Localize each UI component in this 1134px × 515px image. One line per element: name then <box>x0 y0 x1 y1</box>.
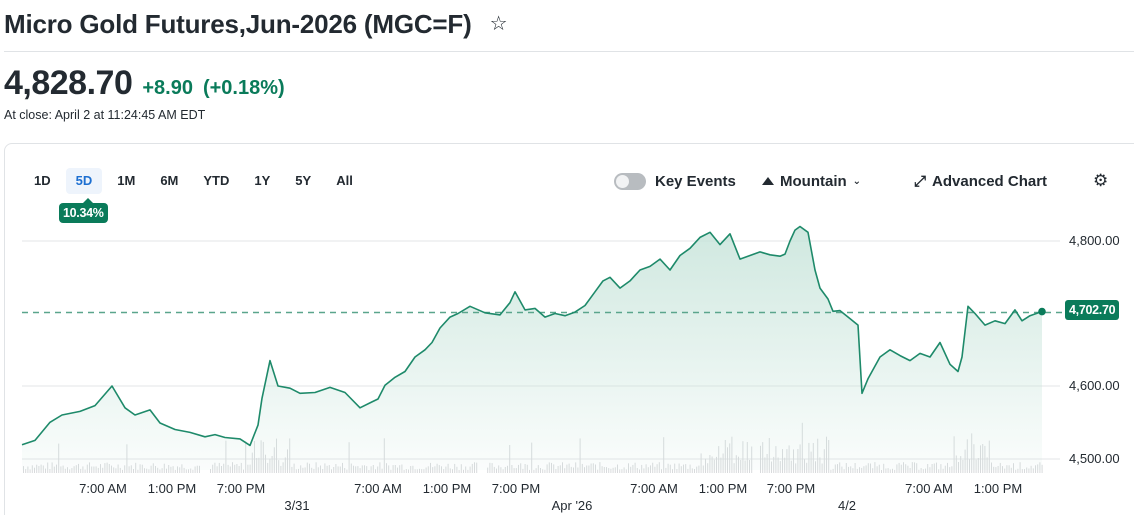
key-events-toggle[interactable]: Key Events <box>614 170 736 192</box>
price-change: +8.90 <box>142 77 193 99</box>
chevron-down-icon: ⌄ <box>852 175 862 187</box>
market-close-timestamp: At close: April 2 at 11:24:45 AM EDT <box>4 108 206 122</box>
price-line <box>21 225 1043 447</box>
x-axis-time-label: 1:00 PM <box>147 481 197 496</box>
range-tab-5d[interactable]: 5D <box>65 168 103 194</box>
advanced-chart-label: Advanced Chart <box>932 172 1048 190</box>
x-axis-time-label: 7:00 AM <box>79 481 127 496</box>
chart-type-dropdown[interactable]: Mountain ⌄ <box>762 170 861 192</box>
key-events-label: Key Events <box>655 172 736 190</box>
range-tab-1y[interactable]: 1Y <box>254 173 271 188</box>
x-axis-time-label: 7:00 PM <box>216 481 266 496</box>
x-axis-time-label: 7:00 PM <box>491 481 541 496</box>
y-axis-label-4500: 4,500.00 <box>1069 451 1120 466</box>
x-axis-time-label: 7:00 AM <box>905 481 953 496</box>
page-title: Micro Gold Futures,Jun-2026 (MGC=F) <box>4 8 472 39</box>
range-tab-all[interactable]: All <box>336 173 353 188</box>
price-change-percent: (+0.18%) <box>202 77 285 99</box>
x-axis-time-label: 1:00 PM <box>422 481 472 496</box>
x-axis-time-label: 7:00 PM <box>766 481 816 496</box>
range-tab-1m[interactable]: 1M <box>117 173 136 188</box>
x-axis-date-label: 3/31 <box>284 498 310 513</box>
last-price-dot <box>1038 307 1046 316</box>
chart-settings-button[interactable]: ⚙ <box>1093 170 1108 192</box>
range-tab-5y[interactable]: 5Y <box>295 173 312 188</box>
x-axis-time-label: 7:00 AM <box>354 481 402 496</box>
expand-arrows-icon: ⤢ <box>914 172 927 190</box>
x-axis-time-label: 1:00 PM <box>973 481 1023 496</box>
x-axis-time-label: 1:00 PM <box>698 481 748 496</box>
chart-type-label: Mountain <box>780 172 847 190</box>
mountain-icon <box>762 177 774 185</box>
range-tab-ytd[interactable]: YTD <box>203 173 230 188</box>
x-axis-time-label: 7:00 AM <box>630 481 678 496</box>
title-row: Micro Gold Futures,Jun-2026 (MGC=F) ☆ <box>4 6 508 42</box>
header-divider <box>4 51 1134 52</box>
y-axis-label-4600: 4,600.00 <box>1069 378 1120 393</box>
chart-card <box>4 143 1134 515</box>
quote-price-row: 4,828.70 +8.90 (+0.18%) <box>4 64 285 103</box>
range-tab-1d[interactable]: 1D <box>34 173 51 188</box>
price-area-fill <box>22 226 1042 470</box>
range-change-badge: 10.34% <box>59 198 108 223</box>
x-axis-date-label: Apr '26 <box>551 498 593 513</box>
range-tab-6m[interactable]: 6M <box>160 173 179 188</box>
gear-icon[interactable]: ⚙ <box>1093 171 1109 190</box>
y-axis-label-4800: 4,800.00 <box>1069 233 1120 248</box>
last-price: 4,828.70 <box>4 64 133 102</box>
star-outline-icon[interactable]: ☆ <box>489 13 508 35</box>
last-value-badge: 4,702.70 <box>1065 300 1120 320</box>
toggle-switch-icon[interactable] <box>614 172 646 190</box>
x-axis-date-label: 4/2 <box>837 498 857 513</box>
time-range-tabs: 1D 5D 1M 6M YTD 1Y 5Y All <box>24 168 368 194</box>
advanced-chart-button[interactable]: ⤢ Advanced Chart <box>914 170 1047 192</box>
